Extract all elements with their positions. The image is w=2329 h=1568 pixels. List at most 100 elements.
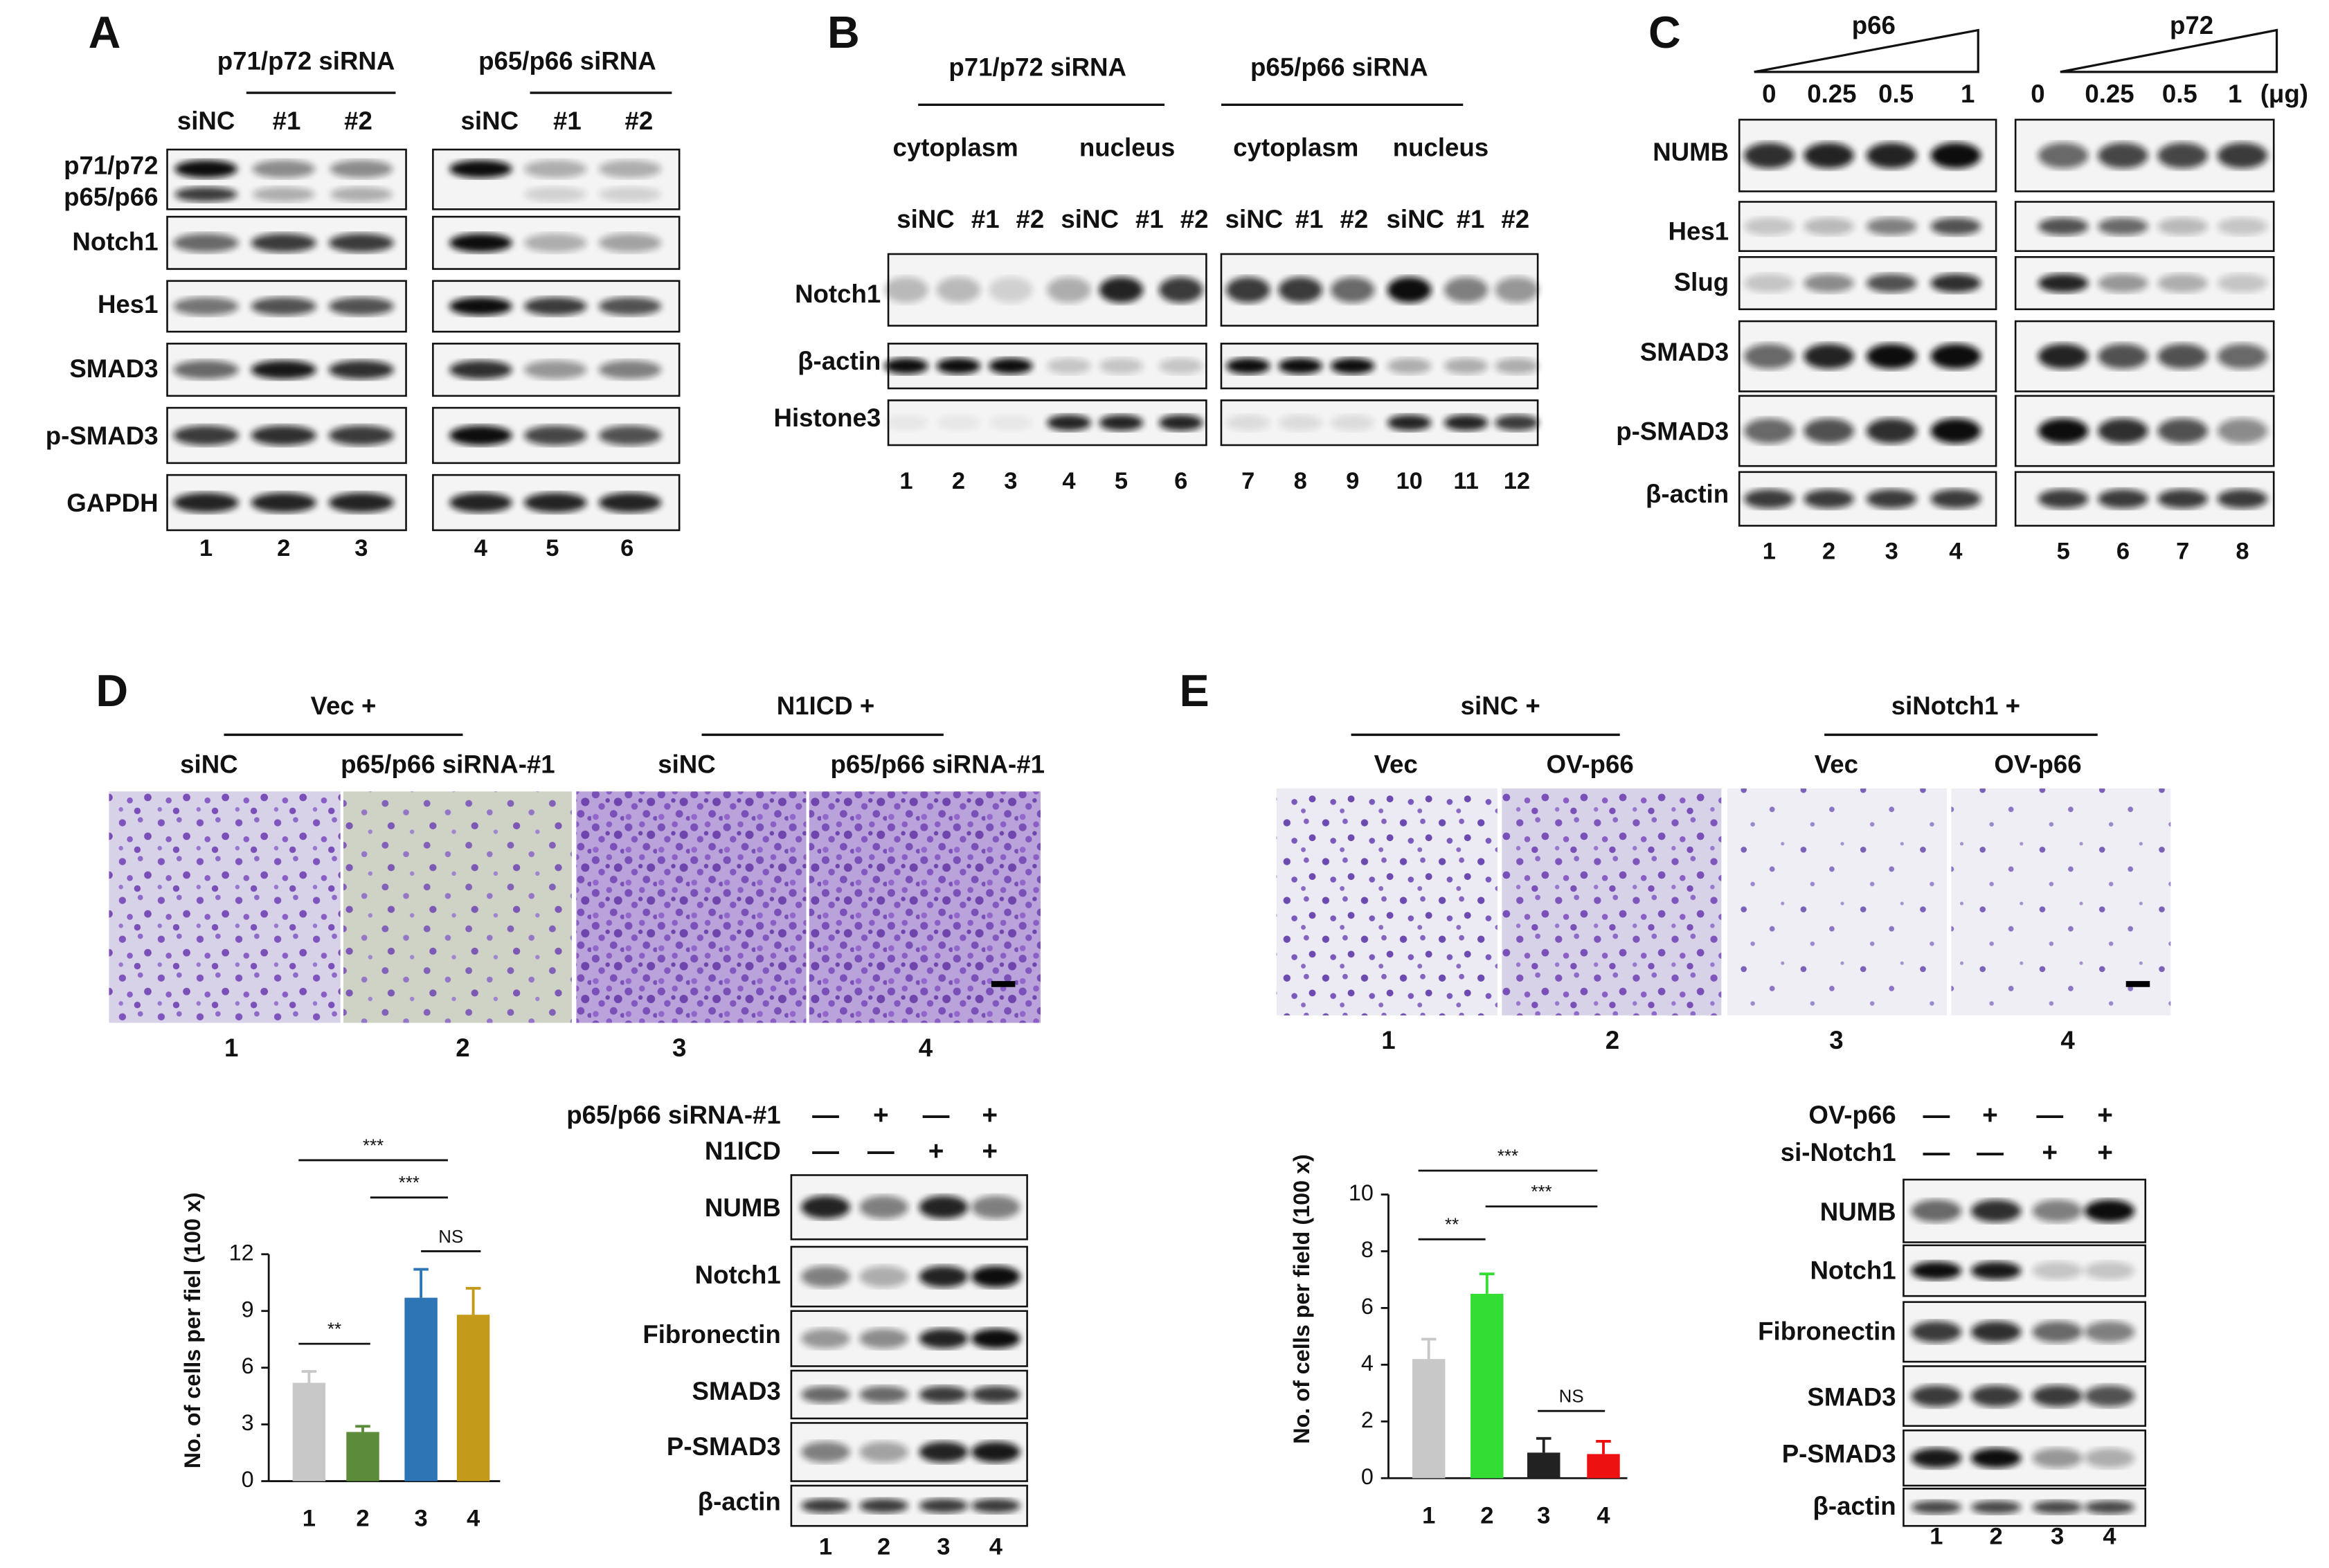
lane-number: 2 [277,535,290,561]
blot-band [971,1386,1020,1403]
blot-band [1387,415,1432,431]
blot-band [1911,1261,1962,1280]
image-number: 1 [1381,1026,1395,1054]
lane-number: 4 [1062,468,1075,494]
micrograph [576,791,807,1023]
lane-number: 1 [899,468,912,494]
blot-band [859,1328,908,1349]
compartment-label: nucleus [1393,134,1489,162]
scale-bar [2125,981,2150,987]
blot-band [2098,343,2148,369]
micrograph [1276,788,1498,1016]
error-bar [1596,1440,1611,1454]
blot-band [971,1196,1020,1219]
blot-band [1804,217,1854,235]
blot-band [1744,143,1795,169]
blot-band [2098,273,2148,293]
treatment-sign: — [1977,1138,2004,1168]
blot-band [252,186,316,202]
x-tick-label: 3 [1537,1502,1550,1529]
lane-number: 4 [474,535,487,561]
blot-band [523,360,587,379]
lane-number: 5 [1115,468,1128,494]
blot-band [1495,277,1539,303]
blot-band [174,160,237,178]
y-tick-label: 10 [1349,1180,1374,1205]
label: p71/p72 siRNA [948,53,1126,81]
blot-band [2098,489,2148,509]
x-tick-label: 3 [415,1506,428,1532]
blot-band [936,415,981,431]
label: p65/p66 siRNA [478,47,656,75]
bar [292,1382,326,1481]
blot-band [2217,489,2268,509]
blot-band [1744,217,1795,235]
blot-band [1331,415,1375,431]
y-tick-label: 3 [242,1410,254,1435]
y-tick-label: 6 [242,1353,254,1378]
blot-band [174,186,237,202]
blot-band [2032,1448,2083,1468]
treatment-sign: + [1982,1101,1998,1130]
lane-number: 3 [937,1534,950,1560]
x-tick-label: 2 [356,1506,369,1532]
label: p66 [1852,11,1896,39]
blot-band [989,358,1033,375]
condition-label: OV-p66 [1546,750,1633,778]
label: Vec + [311,692,377,720]
blot-band [1331,277,1375,303]
row-label: Slug [1674,268,1729,296]
panel-label: C [1648,7,1681,57]
blot-band [1930,217,1981,235]
blot-band [2217,343,2268,369]
blot-band [1804,273,1854,293]
label: siNC + [1461,692,1540,720]
row-label: Notch1 [795,280,881,308]
bar [1527,1452,1561,1479]
blot-band [801,1265,850,1288]
significance-label: ** [327,1320,341,1340]
blot-band [971,1498,1020,1513]
y-tick-label: 0 [1361,1464,1374,1489]
blot-band [2217,418,2268,444]
blot-band [598,297,662,316]
lane-number: 2 [952,468,965,494]
lane-number: 1 [199,535,213,561]
micrograph [1951,788,2171,1016]
treatment-sign: — [867,1136,894,1166]
lane-number: 2 [877,1534,890,1560]
row-label: Hes1 [1669,217,1729,245]
dose-label: 0.5 [1878,80,1914,108]
treatment-label: N1ICD [705,1137,781,1165]
bar [456,1315,490,1481]
lane-label: #1 [1295,205,1324,233]
lane-number: 3 [354,535,368,561]
blot-band [449,360,512,379]
y-tick-label: 9 [242,1297,254,1322]
row-label: Fibronectin [1758,1317,1896,1346]
blot-band [598,233,662,253]
blot-band [523,425,587,446]
compartment-label: cytoplasm [892,134,1018,162]
row-label: Histone3 [774,404,881,432]
blot-band [919,1328,969,1349]
treatment-label: si-Notch1 [1781,1138,1896,1166]
blot-band [2217,273,2268,293]
blot-band [971,1441,1020,1463]
blot-band [2084,1500,2135,1514]
treatment-sign: — [812,1136,839,1166]
lane-label: #2 [625,107,654,135]
treatment-sign: + [2042,1138,2058,1168]
lane-number: 11 [1453,468,1478,494]
image-number: 2 [456,1034,469,1062]
blot-band [2157,418,2208,444]
lane-label: #1 [971,205,1000,233]
y-tick-label: 6 [1361,1294,1374,1319]
blot-band [2098,217,2148,235]
treatment-sign: — [812,1101,839,1130]
condition-label: siNC [180,750,237,778]
row-label: p71/p72 [64,152,158,180]
label: N1ICD + [777,692,875,720]
blot-band [989,415,1033,431]
